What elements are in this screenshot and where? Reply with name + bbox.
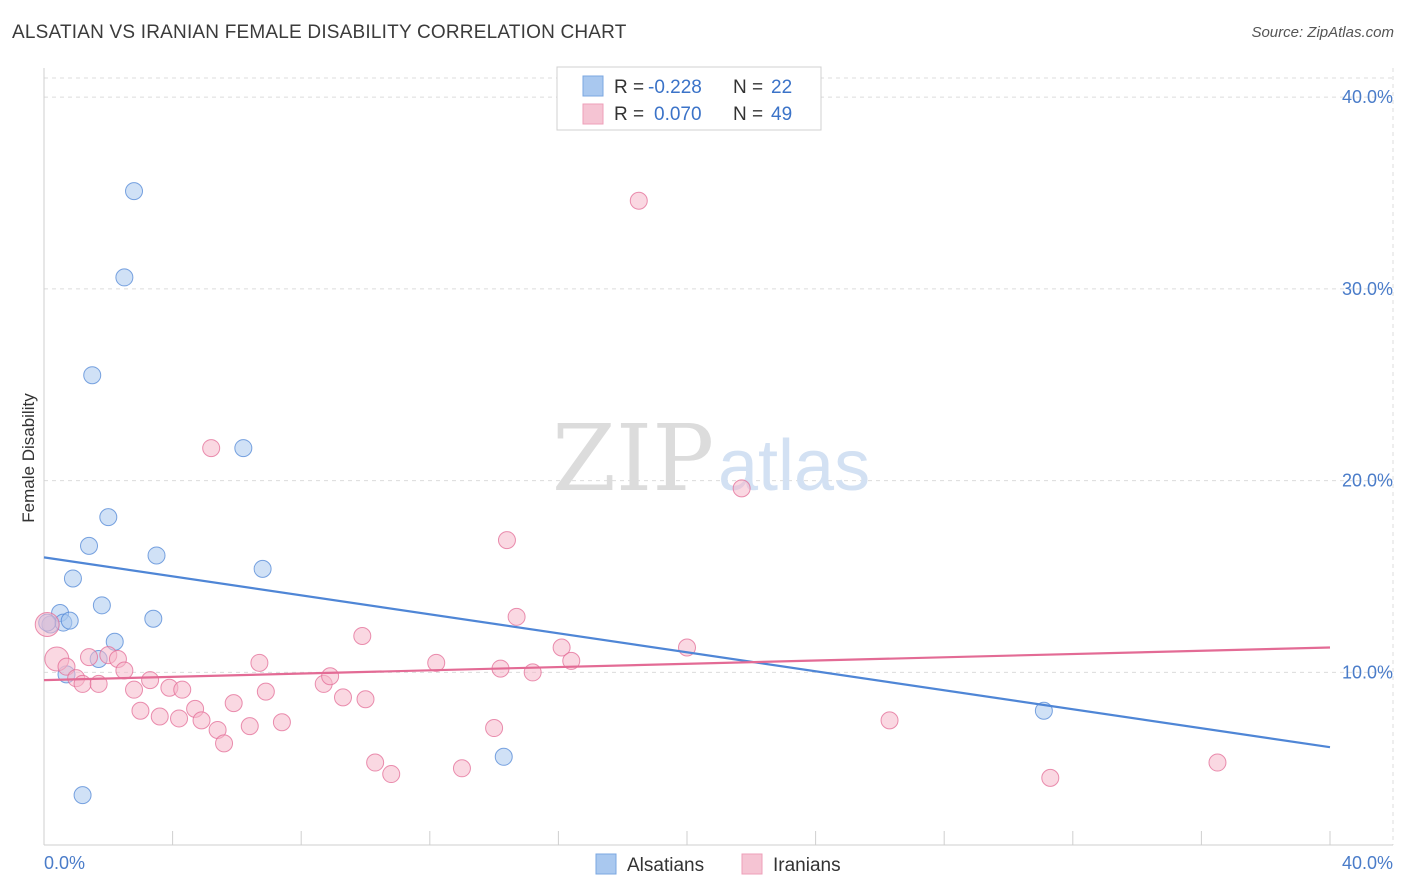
legend-bottom-swatch-alsatians: [595, 853, 617, 875]
y-tick-label: 20.0%: [1342, 471, 1393, 491]
legend-n-value-2: 49: [771, 104, 792, 125]
iranian-point: [497, 531, 516, 550]
chart-title: ALSATIAN VS IRANIAN FEMALE DISABILITY CO…: [12, 22, 627, 43]
iranian-point: [366, 753, 385, 772]
alsatian-point: [125, 182, 144, 201]
iranian-point: [732, 479, 751, 498]
iranian-point: [562, 651, 581, 670]
y-tick-labels: 10.0% 20.0% 30.0% 40.0%: [1342, 87, 1393, 682]
alsatian-point: [99, 508, 118, 527]
legend-r-label-2: R =: [614, 104, 644, 125]
iranian-point: [202, 439, 221, 458]
axes: [43, 68, 1393, 846]
iranian-point: [1208, 753, 1227, 772]
alsatian-point: [92, 596, 111, 615]
iranian-point: [141, 671, 160, 690]
iranian-point: [552, 638, 571, 657]
iranian-point: [256, 682, 275, 701]
iranian-point: [215, 734, 234, 753]
x-tick-label-max: 40.0%: [1342, 853, 1393, 873]
alsatian-point: [63, 569, 82, 588]
iranian-point: [150, 707, 169, 726]
iranian-point: [125, 680, 144, 699]
iranian-point: [1041, 768, 1060, 787]
alsatian-trend-line: [43, 556, 1331, 749]
iranian-point: [240, 717, 259, 736]
y-tick-label: 30.0%: [1342, 279, 1393, 299]
watermark-zip: ZIP: [552, 405, 714, 512]
legend-bottom-label-alsatians: Alsatians: [627, 855, 704, 876]
iranian-point: [224, 694, 243, 713]
alsatian-point: [60, 611, 79, 630]
legend-swatch-iranians: [582, 103, 604, 125]
iranian-point: [57, 657, 76, 676]
legend-n-label-1: N =: [733, 77, 763, 98]
alsatian-point: [253, 559, 272, 578]
y-tick-label: 40.0%: [1342, 87, 1393, 107]
alsatian-point: [83, 366, 102, 385]
legend-top: R = -0.228 N = 22 R = 0.070 N = 49: [556, 66, 822, 131]
legend-n-value-1: 22: [771, 77, 792, 98]
trend-lines: [43, 556, 1331, 749]
iranian-point: [382, 765, 401, 784]
iranian-trend-line: [43, 646, 1331, 682]
iranian-point: [507, 607, 526, 626]
iranian-point: [272, 713, 291, 732]
alsatian-point: [80, 536, 99, 555]
alsatian-point: [144, 609, 163, 628]
alsatian-point: [73, 786, 92, 805]
legend-bottom: Alsatians Iranians: [595, 853, 841, 876]
iranian-point: [321, 667, 340, 686]
iranian-point: [192, 711, 211, 730]
iranian-point: [880, 711, 899, 730]
iranian-point: [80, 648, 99, 667]
iranian-point: [452, 759, 471, 778]
iranian-point: [173, 680, 192, 699]
iranian-point: [333, 688, 352, 707]
iranian-point: [131, 701, 150, 720]
y-tick-label: 10.0%: [1342, 662, 1393, 682]
legend-r-value-2: 0.070: [654, 104, 702, 125]
alsatian-point: [494, 747, 513, 766]
legend-bottom-swatch-iranians: [741, 853, 763, 875]
legend-r-label-1: R =: [614, 77, 644, 98]
iranian-point: [34, 611, 60, 637]
iranian-point: [250, 653, 269, 672]
iranian-point: [115, 661, 134, 680]
alsatian-point: [115, 268, 134, 287]
alsatian-point: [147, 546, 166, 565]
iranian-point: [427, 653, 446, 672]
legend-n-label-2: N =: [733, 104, 763, 125]
data-points: [34, 182, 1227, 805]
iranian-point: [485, 719, 504, 738]
iranian-point: [356, 690, 375, 709]
alsatian-point: [234, 439, 253, 458]
iranian-point: [170, 709, 189, 728]
legend-swatch-alsatians: [582, 75, 604, 97]
x-tick-label-min: 0.0%: [44, 853, 85, 873]
legend-bottom-label-iranians: Iranians: [773, 855, 841, 876]
chart-source: Source: ZipAtlas.com: [1251, 24, 1394, 41]
iranian-point: [629, 191, 648, 210]
iranian-point: [353, 626, 372, 645]
y-axis-label: Female Disability: [19, 393, 38, 523]
legend-r-value-1: -0.228: [648, 77, 702, 98]
